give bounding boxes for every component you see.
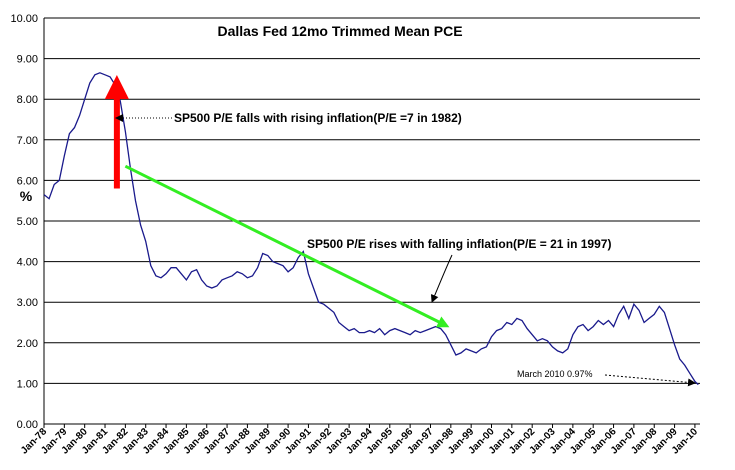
y-tick-label: 3.00 [17,297,38,309]
y-tick-label: 0.00 [17,419,38,431]
annotation-rising-inflation: SP500 P/E falls with rising inflation(P/… [174,111,462,125]
annotation-march-2010: March 2010 0.97% [517,369,593,379]
annotation-pointer-3 [604,374,696,387]
gridlines [44,17,700,425]
annotation-falling-inflation: SP500 P/E rises with falling inflation(P… [307,237,611,251]
y-axis-tick-labels: 0.00 1.00 2.00 3.00 4.00 5.00 6.00 7.00 8.00 9.00… [10,13,38,431]
y-tick-label: 7.00 [17,135,38,147]
y-tick-label: 5.00 [17,216,38,228]
y-tick-label: 6.00 [17,175,38,187]
green-arrow [124,164,450,328]
y-tick-label: 9.00 [17,54,38,66]
y-tick-label: 1.00 [17,378,38,390]
y-tick-label: 4.00 [17,257,38,269]
y-tick-label: 2.00 [17,338,38,350]
y-axis-label: % [20,188,33,204]
y-tick-label: 10.00 [10,13,38,25]
x-axis-tick-labels: Jan-78Jan-79Jan-80Jan-81Jan-82Jan-83Jan-… [19,424,700,457]
chart-title: Dallas Fed 12mo Trimmed Mean PCE [217,23,462,39]
y-tick-label: 8.00 [17,94,38,106]
annotation-pointer-2 [430,254,453,303]
series-line [43,72,699,386]
